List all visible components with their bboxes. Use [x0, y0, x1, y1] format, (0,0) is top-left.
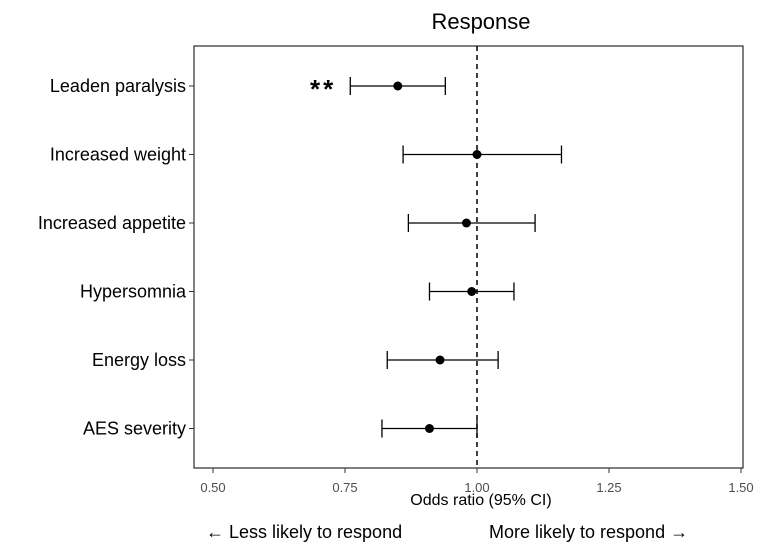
less-likely-note: ← Less likely to respond [206, 522, 403, 542]
more-likely-note: More likely to respond → [489, 522, 689, 542]
x-axis-label: Odds ratio (95% CI) [410, 492, 551, 509]
y-tick-label: Energy loss [92, 350, 186, 370]
y-tick-label: Increased appetite [38, 213, 186, 233]
chart-title: Response [431, 9, 530, 34]
y-tick-label: Hypersomnia [80, 282, 187, 302]
point-estimate [467, 287, 477, 296]
x-tick-label: 0.75 [332, 480, 357, 495]
x-tick-label: 0.50 [200, 480, 225, 495]
plot-panel [193, 45, 744, 469]
x-tick-label: 1.25 [596, 480, 621, 495]
y-tick-label: Increased weight [50, 145, 186, 165]
y-tick-label: AES severity [83, 419, 186, 439]
forest-plot: Response ** Leaden paralysis Increased we… [38, 9, 754, 509]
point-estimate [424, 424, 434, 433]
significance-marker: ** [310, 74, 336, 104]
y-tick-label: Leaden paralysis [50, 76, 186, 96]
x-tick-label: 1.50 [728, 480, 753, 495]
point-estimate [461, 218, 471, 228]
point-estimate [472, 150, 482, 159]
x-tick-label: 1.00 [464, 480, 489, 495]
point-estimate [435, 355, 445, 365]
point-estimate [393, 81, 403, 91]
